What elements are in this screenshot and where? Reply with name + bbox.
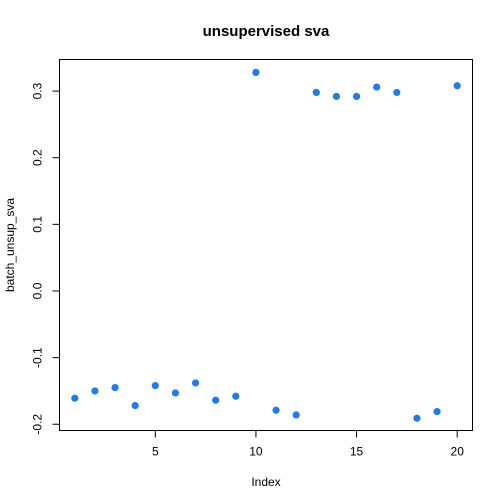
x-axis-label: Index	[251, 475, 280, 489]
x-tick-label: 5	[152, 445, 159, 459]
data-point	[332, 92, 341, 101]
data-point	[252, 68, 260, 77]
y-axis-label: batch_unsup_sva	[3, 198, 17, 292]
data-point	[91, 387, 99, 395]
data-point	[312, 88, 320, 97]
data-point	[232, 392, 240, 400]
data-point	[373, 83, 381, 91]
y-tick-label: 0.1	[31, 216, 45, 233]
data-point	[71, 394, 79, 402]
y-tick-label: -0.1	[31, 347, 45, 368]
y-tick-label: 0.3	[31, 82, 45, 99]
y-tick-label: -0.2	[31, 414, 45, 435]
data-point	[212, 396, 220, 404]
data-point	[352, 92, 361, 101]
data-point	[453, 82, 461, 90]
y-tick-label: 0.0	[31, 282, 45, 299]
data-point	[151, 381, 159, 390]
x-tick-label: 20	[451, 445, 465, 459]
data-point	[171, 389, 180, 397]
data-point	[131, 401, 139, 410]
data-point	[191, 379, 200, 387]
plot-box	[59, 59, 473, 431]
data-point	[433, 407, 441, 416]
data-points	[71, 68, 461, 422]
chart-title: unsupervised sva	[203, 23, 330, 40]
x-axis: 5 10 15 20	[152, 430, 465, 459]
x-tick-label: 15	[350, 445, 364, 459]
y-tick-label: 0.2	[31, 149, 45, 166]
data-point	[413, 414, 421, 422]
data-point	[272, 406, 280, 414]
data-point	[111, 383, 119, 392]
data-point	[393, 88, 401, 97]
x-tick-label: 10	[249, 445, 263, 459]
y-axis: -0.2 -0.1 0.0 0.1 0.2 0.3	[31, 82, 60, 435]
data-point	[292, 411, 300, 419]
